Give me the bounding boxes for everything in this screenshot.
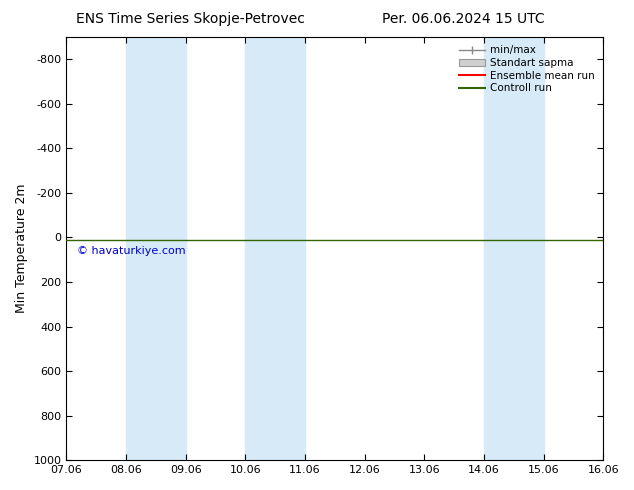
Legend: min/max, Standart sapma, Ensemble mean run, Controll run: min/max, Standart sapma, Ensemble mean r… bbox=[456, 42, 598, 97]
Bar bbox=[484, 37, 543, 460]
Text: Per. 06.06.2024 15 UTC: Per. 06.06.2024 15 UTC bbox=[382, 12, 544, 26]
Bar bbox=[126, 37, 186, 460]
Text: ENS Time Series Skopje-Petrovec: ENS Time Series Skopje-Petrovec bbox=[75, 12, 305, 26]
Bar bbox=[245, 37, 305, 460]
Text: © havaturkiye.com: © havaturkiye.com bbox=[77, 245, 186, 256]
Y-axis label: Min Temperature 2m: Min Temperature 2m bbox=[15, 184, 28, 313]
Bar bbox=[603, 37, 633, 460]
